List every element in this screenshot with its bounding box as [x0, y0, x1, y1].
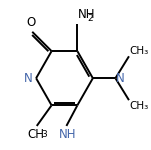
Text: NH: NH — [59, 128, 76, 141]
Text: O: O — [26, 16, 36, 28]
Text: 2: 2 — [87, 14, 93, 23]
Text: N: N — [116, 72, 125, 85]
Text: 3: 3 — [42, 130, 47, 139]
Text: NH: NH — [78, 8, 96, 21]
Text: CH₃: CH₃ — [130, 46, 149, 56]
Text: CH₃: CH₃ — [130, 101, 149, 111]
Text: CH: CH — [28, 128, 45, 141]
Text: N: N — [24, 72, 32, 85]
